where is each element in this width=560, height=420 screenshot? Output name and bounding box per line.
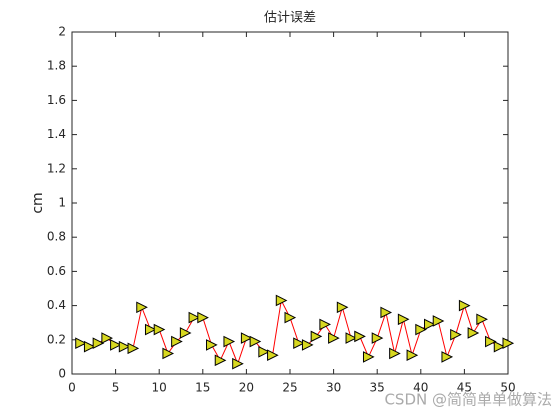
marker — [232, 357, 244, 370]
y-tick-label: 0.2 — [47, 332, 66, 346]
marker — [380, 306, 393, 319]
y-tick-label: 1 — [58, 196, 66, 210]
y-tick-label: 0 — [58, 367, 66, 381]
x-tick-label: 20 — [239, 381, 254, 395]
marker — [424, 318, 436, 331]
y-axis-label: cm — [30, 192, 46, 213]
marker — [310, 330, 323, 343]
marker — [171, 335, 183, 348]
marker — [354, 330, 366, 343]
y-tick-label: 0.6 — [47, 264, 66, 278]
marker — [362, 351, 375, 363]
x-tick-label: 10 — [152, 381, 167, 395]
marker — [144, 323, 157, 336]
marker — [458, 299, 471, 312]
x-tick-label: 50 — [500, 381, 515, 395]
marker — [197, 311, 209, 324]
marker — [415, 323, 427, 336]
marker — [476, 313, 488, 326]
x-tick-label: 35 — [370, 381, 385, 395]
marker — [301, 339, 314, 351]
y-tick-label: 1.4 — [47, 127, 66, 141]
marker — [118, 340, 131, 353]
marker — [293, 337, 305, 350]
y-tick-label: 0.4 — [47, 298, 66, 312]
marker — [249, 335, 262, 348]
marker — [153, 323, 166, 336]
marker — [319, 318, 331, 331]
marker — [179, 327, 192, 339]
y-tick-label: 1.6 — [47, 93, 66, 107]
y-tick-label: 0.8 — [47, 230, 66, 244]
marker — [397, 313, 410, 326]
y-tick-label: 2 — [58, 25, 66, 39]
y-tick-label: 1.8 — [47, 59, 66, 73]
marker — [162, 347, 175, 360]
marker — [240, 332, 253, 344]
marker — [275, 294, 288, 307]
x-tick-label: 15 — [195, 381, 210, 395]
x-tick-label: 5 — [112, 381, 120, 395]
marker — [127, 342, 140, 355]
x-tick-label: 25 — [282, 381, 297, 395]
marker — [336, 301, 349, 314]
marker — [432, 315, 445, 327]
marker — [92, 337, 105, 350]
marker — [345, 332, 358, 344]
marker — [441, 351, 454, 363]
x-tick-label: 30 — [326, 381, 341, 395]
marker — [83, 340, 96, 353]
marker — [214, 354, 227, 367]
marker — [485, 335, 497, 348]
marker — [328, 332, 340, 344]
y-tick-label: 1.2 — [47, 161, 66, 175]
x-tick-label: 45 — [457, 381, 472, 395]
marker — [284, 311, 297, 324]
marker — [188, 311, 201, 324]
marker — [493, 340, 506, 353]
marker — [258, 345, 270, 358]
x-tick-label: 0 — [68, 381, 76, 395]
marker — [267, 349, 279, 361]
x-tick-label: 40 — [413, 381, 428, 395]
marker — [75, 337, 87, 350]
marker — [110, 339, 122, 351]
marker — [206, 339, 218, 351]
marker — [389, 347, 401, 360]
chart-title: 估计误差 — [264, 11, 316, 26]
marker — [223, 335, 236, 348]
marker — [136, 301, 148, 314]
marker — [371, 332, 384, 344]
marker — [502, 337, 515, 350]
marker — [450, 328, 462, 341]
marker — [467, 327, 480, 339]
marker — [406, 349, 419, 361]
watermark: CSDN @简简单单做算法 — [384, 391, 552, 409]
marker — [101, 332, 113, 344]
